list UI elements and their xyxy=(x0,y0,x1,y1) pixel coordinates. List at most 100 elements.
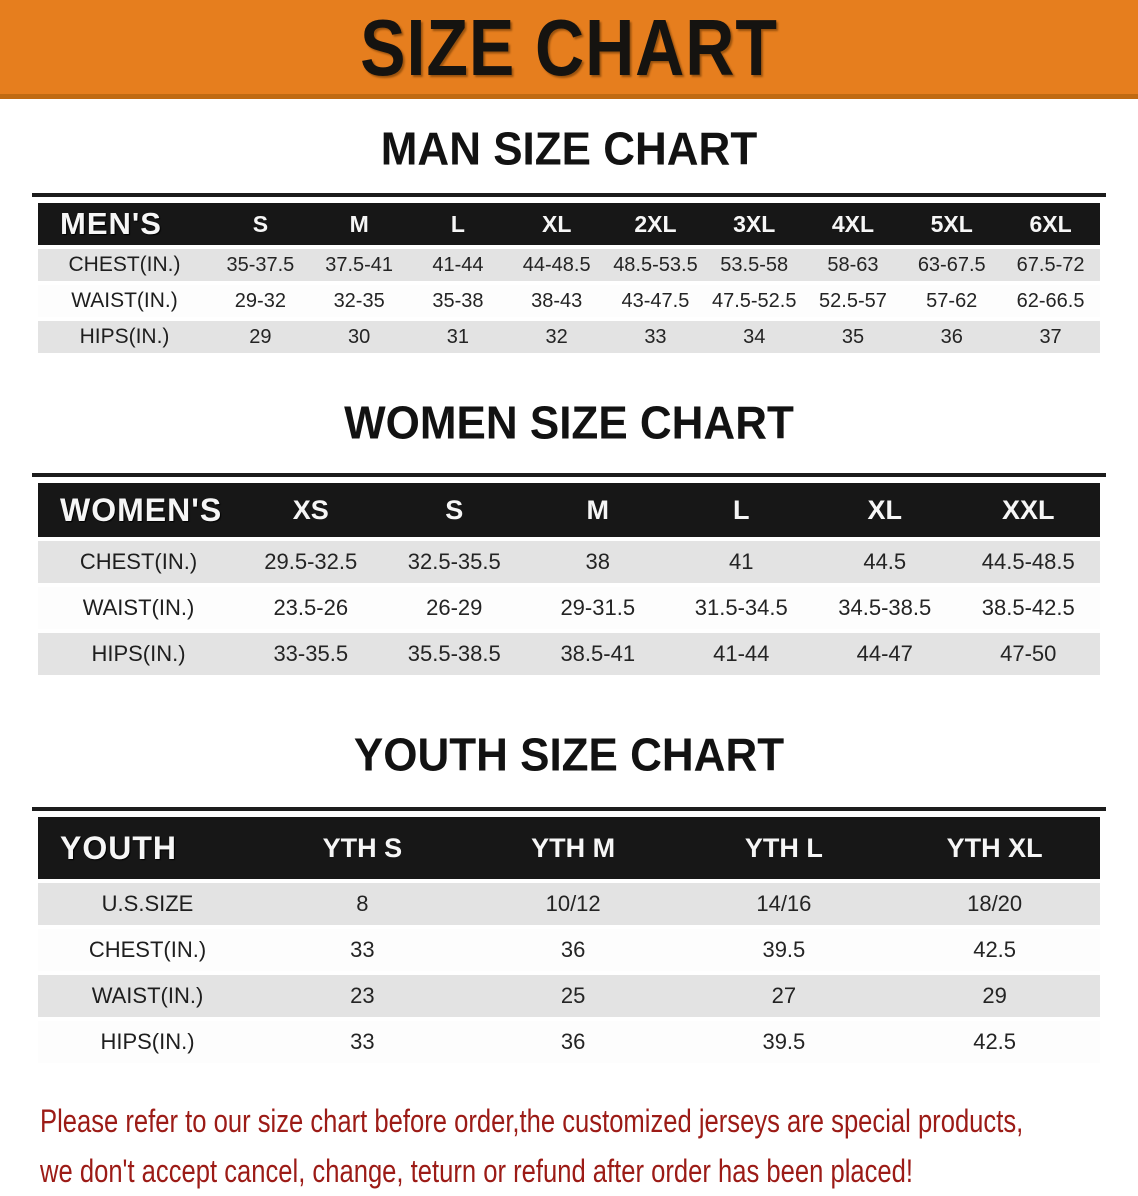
size-value-cell: 62-66.5 xyxy=(1001,285,1100,317)
size-value-cell: 44.5-48.5 xyxy=(956,541,1100,583)
size-value-cell: 67.5-72 xyxy=(1001,249,1100,281)
size-column-header: YTH L xyxy=(678,817,890,879)
size-column-header: M xyxy=(309,203,409,245)
size-value-cell: 35.5-38.5 xyxy=(382,633,526,675)
size-value-cell: 35-37.5 xyxy=(211,249,310,281)
men-table-section: MEN'S S M L XL 2XL 3XL 4XL 5XL 6XL CHEST(IN.) 35-37… xyxy=(0,193,1138,357)
size-value-cell: 53.5-58 xyxy=(704,249,804,281)
size-value-cell: 41 xyxy=(669,541,813,583)
table-row: CHEST(IN.) 29.5-32.5 32.5-35.5 38 41 44.5 44.5… xyxy=(38,541,1100,583)
size-value-cell: 32.5-35.5 xyxy=(382,541,526,583)
row-label: CHEST(IN.) xyxy=(38,541,239,583)
size-value-cell: 29 xyxy=(889,975,1100,1017)
size-value-cell: 25 xyxy=(467,975,679,1017)
size-column-header: 2XL xyxy=(606,203,705,245)
size-column-header: 3XL xyxy=(704,203,804,245)
table-row: WAIST(IN.) 23.5-26 26-29 29-31.5 31.5-34.5 34… xyxy=(38,587,1100,629)
size-value-cell: 42.5 xyxy=(889,929,1100,971)
size-value-cell: 44-48.5 xyxy=(507,249,607,281)
row-label: WAIST(IN.) xyxy=(38,285,211,317)
size-value-cell: 41-44 xyxy=(669,633,813,675)
men-size-table: MEN'S S M L XL 2XL 3XL 4XL 5XL 6XL CHEST(IN.) 35-37… xyxy=(38,199,1100,357)
footer-line: we don't accept cancel, change, teturn o… xyxy=(40,1152,913,1189)
size-column-header: XXL xyxy=(956,483,1100,537)
row-label: HIPS(IN.) xyxy=(38,1021,257,1063)
size-column-header: YTH S xyxy=(257,817,468,879)
row-label: WAIST(IN.) xyxy=(38,587,239,629)
size-value-cell: 37 xyxy=(1001,321,1100,353)
size-value-cell: 29-31.5 xyxy=(526,587,670,629)
table-title-cell: MEN'S xyxy=(38,203,211,245)
row-label: CHEST(IN.) xyxy=(38,249,211,281)
size-value-cell: 23 xyxy=(257,975,468,1017)
women-table-section: WOMEN'S XS S M L XL XXL CHEST(IN.) 29.5-32.5 32.5… xyxy=(0,473,1138,679)
youth-size-table: YOUTH YTH S YTH M YTH L YTH XL U.S.SIZE 8 10/12… xyxy=(38,813,1100,1067)
size-value-cell: 33 xyxy=(257,929,468,971)
table-row: HIPS(IN.) 29 30 31 32 33 34 35 36 37 xyxy=(38,321,1100,353)
size-column-header: 6XL xyxy=(1001,203,1100,245)
row-label: U.S.SIZE xyxy=(38,883,257,925)
table-header-row: YOUTH YTH S YTH M YTH L YTH XL xyxy=(38,817,1100,879)
table-row: WAIST(IN.) 23 25 27 29 xyxy=(38,975,1100,1017)
table-row: CHEST(IN.) 33 36 39.5 42.5 xyxy=(38,929,1100,971)
size-value-cell: 36 xyxy=(467,1021,679,1063)
row-label: HIPS(IN.) xyxy=(38,633,239,675)
size-value-cell: 29-32 xyxy=(211,285,310,317)
size-value-cell: 35-38 xyxy=(408,285,508,317)
size-column-header: L xyxy=(669,483,813,537)
size-value-cell: 33 xyxy=(257,1021,468,1063)
size-value-cell: 31.5-34.5 xyxy=(669,587,813,629)
table-header-row: MEN'S S M L XL 2XL 3XL 4XL 5XL 6XL xyxy=(38,203,1100,245)
table-title-cell: WOMEN'S xyxy=(38,483,239,537)
women-size-table: WOMEN'S XS S M L XL XXL CHEST(IN.) 29.5-32.5 32.5… xyxy=(38,479,1100,679)
size-value-cell: 14/16 xyxy=(678,883,890,925)
size-value-cell: 35 xyxy=(803,321,903,353)
size-value-cell: 8 xyxy=(257,883,468,925)
size-column-header: YTH M xyxy=(467,817,679,879)
size-value-cell: 37.5-41 xyxy=(309,249,409,281)
row-label: HIPS(IN.) xyxy=(38,321,211,353)
men-table-top-rule xyxy=(32,193,1106,197)
size-value-cell: 43-47.5 xyxy=(606,285,705,317)
size-value-cell: 33-35.5 xyxy=(239,633,383,675)
size-value-cell: 30 xyxy=(309,321,409,353)
size-chart-banner: SIZE CHART xyxy=(0,0,1138,99)
size-value-cell: 26-29 xyxy=(382,587,526,629)
size-value-cell: 39.5 xyxy=(678,1021,890,1063)
size-value-cell: 48.5-53.5 xyxy=(606,249,705,281)
table-row: HIPS(IN.) 33-35.5 35.5-38.5 38.5-41 41-44 44-… xyxy=(38,633,1100,675)
size-column-header: XL xyxy=(507,203,607,245)
size-value-cell: 10/12 xyxy=(467,883,679,925)
table-title-cell: YOUTH xyxy=(38,817,257,879)
size-value-cell: 36 xyxy=(467,929,679,971)
youth-section-heading: YOUTH SIZE CHART xyxy=(353,729,785,782)
table-header-row: WOMEN'S XS S M L XL XXL xyxy=(38,483,1100,537)
table-row: U.S.SIZE 8 10/12 14/16 18/20 xyxy=(38,883,1100,925)
size-value-cell: 41-44 xyxy=(408,249,508,281)
size-value-cell: 57-62 xyxy=(902,285,1002,317)
size-value-cell: 47.5-52.5 xyxy=(704,285,804,317)
size-value-cell: 58-63 xyxy=(803,249,903,281)
table-row: WAIST(IN.) 29-32 32-35 35-38 38-43 43-47.5 47.… xyxy=(38,285,1100,317)
size-value-cell: 34 xyxy=(704,321,804,353)
size-column-header: XS xyxy=(239,483,383,537)
size-column-header: 4XL xyxy=(803,203,903,245)
size-value-cell: 44-47 xyxy=(813,633,957,675)
row-label: CHEST(IN.) xyxy=(38,929,257,971)
youth-table-section: YOUTH YTH S YTH M YTH L YTH XL U.S.SIZE 8 10/12… xyxy=(0,807,1138,1067)
size-value-cell: 18/20 xyxy=(889,883,1100,925)
size-column-header: YTH XL xyxy=(889,817,1100,879)
size-value-cell: 38-43 xyxy=(507,285,607,317)
row-label: WAIST(IN.) xyxy=(38,975,257,1017)
size-value-cell: 36 xyxy=(902,321,1002,353)
men-section-heading: MAN SIZE CHART xyxy=(380,123,758,176)
women-table-top-rule xyxy=(32,473,1106,477)
table-row: CHEST(IN.) 35-37.5 37.5-41 41-44 44-48.5 48.5… xyxy=(38,249,1100,281)
banner-title: SIZE CHART xyxy=(360,2,778,92)
size-column-header: M xyxy=(526,483,670,537)
footer-note: Please refer to our size chart before or… xyxy=(0,1097,1138,1196)
size-value-cell: 44.5 xyxy=(813,541,957,583)
size-value-cell: 47-50 xyxy=(956,633,1100,675)
size-value-cell: 38 xyxy=(526,541,670,583)
size-value-cell: 63-67.5 xyxy=(902,249,1002,281)
